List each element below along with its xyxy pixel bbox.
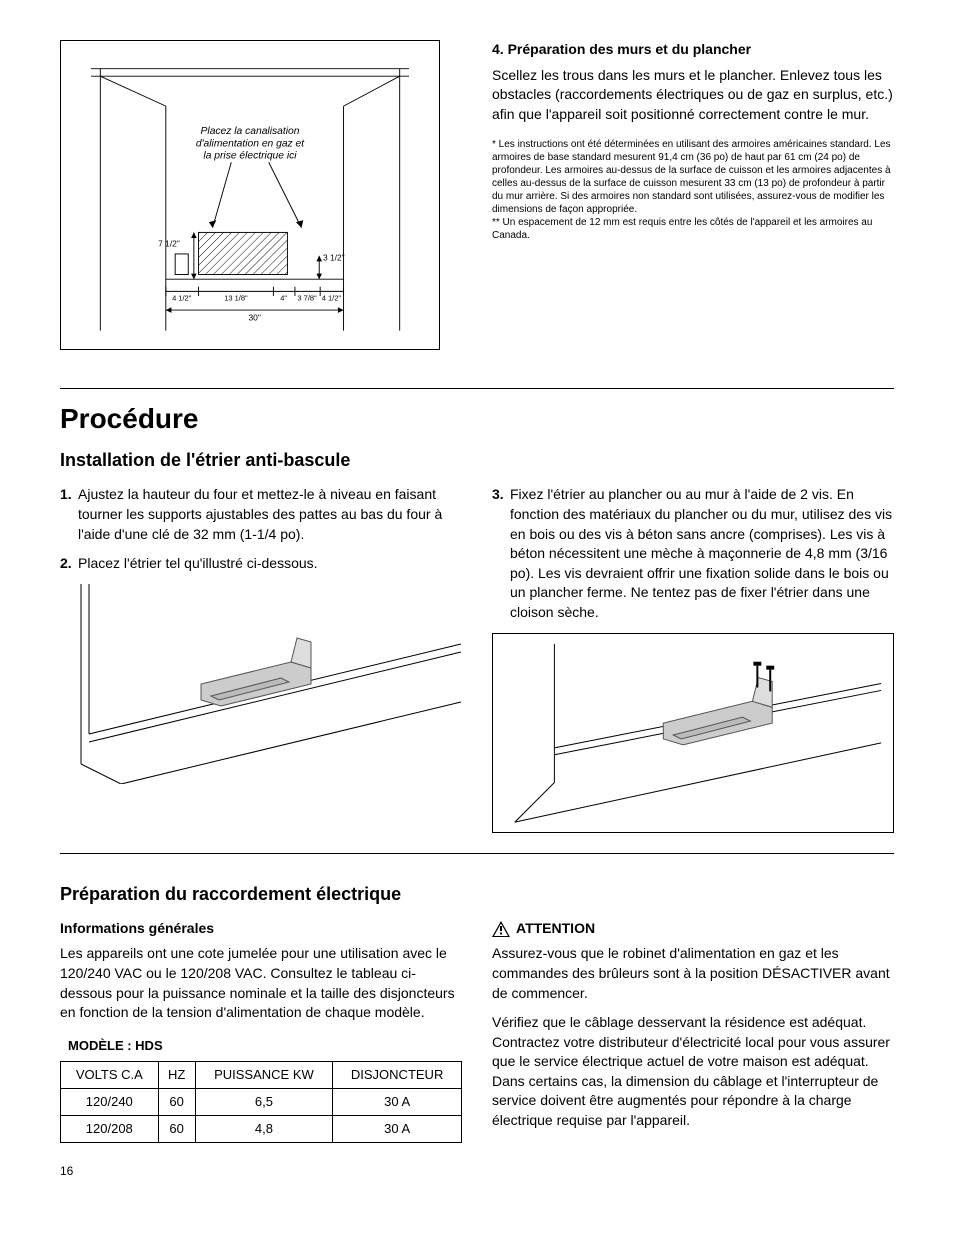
diagram-caption-line2: d'alimentation en gaz et [196,138,305,149]
step-3: 3. Fixez l'étrier au plancher ou au mur … [492,485,894,622]
bracket-diagram-right [492,633,894,833]
procedure-row: 1. Ajustez la hauteur du four et mettez-… [60,485,894,832]
verify-body: Vérifiez que le câblage desservant la ré… [492,1013,894,1131]
top-left-col: Placez la canalisation d'alimentation en… [60,40,462,370]
step-text-1: Ajustez la hauteur du four et mettez-le … [78,485,462,544]
procedure-subtitle: Installation de l'étrier anti-bascule [60,448,894,473]
step-1: 1. Ajustez la hauteur du four et mettez-… [60,485,462,544]
footnote: * Les instructions ont été déterminées e… [492,138,894,242]
cell: 30 A [333,1116,462,1143]
table-header-row: VOLTS C.A HZ PUISSANCE KW DISJONCTEUR [61,1061,462,1088]
attention-header: ATTENTION [492,919,894,939]
step-text-3: Fixez l'étrier au plancher ou au mur à l… [510,485,894,622]
cell: 60 [158,1116,195,1143]
svg-text:7 1/2": 7 1/2" [158,238,180,248]
electrical-left: Informations générales Les appareils ont… [60,919,462,1144]
svg-text:13 1/8": 13 1/8" [224,294,248,303]
diagram-caption-line3: la prise électrique ici [203,151,297,162]
step-num-2: 2. [60,554,78,574]
section4-title: 4. Préparation des murs et du plancher [492,40,894,60]
th-kw: PUISSANCE KW [195,1061,333,1088]
step-2: 2. Placez l'étrier tel qu'illustré ci-de… [60,554,462,574]
cell: 6,5 [195,1089,333,1116]
procedure-left: 1. Ajustez la hauteur du four et mettez-… [60,485,462,832]
info-title: Informations générales [60,919,462,939]
step-num-3: 3. [492,485,510,622]
top-row: Placez la canalisation d'alimentation en… [60,40,894,370]
attention-body: Assurez-vous que le robinet d'alimentati… [492,944,894,1003]
spec-table: VOLTS C.A HZ PUISSANCE KW DISJONCTEUR 12… [60,1061,462,1144]
table-title: MODÈLE : HDS [68,1037,462,1055]
cell: 30 A [333,1089,462,1116]
bracket-diagram-left [60,584,462,784]
cell: 60 [158,1089,195,1116]
electrical-row: Informations générales Les appareils ont… [60,919,894,1144]
cell: 120/240 [61,1089,159,1116]
svg-text:4 1/2": 4 1/2" [322,294,342,303]
table-row: 120/240 60 6,5 30 A [61,1089,462,1116]
procedure-title: Procédure [60,399,894,438]
svg-text:4": 4" [280,294,287,303]
cell: 120/208 [61,1116,159,1143]
electrical-title: Préparation du raccordement électrique [60,882,894,907]
info-body: Les appareils ont une cote jumelée pour … [60,944,462,1022]
step-num-1: 1. [60,485,78,544]
th-breaker: DISJONCTEUR [333,1061,462,1088]
warning-icon [492,921,510,937]
electrical-right: ATTENTION Assurez-vous que le robinet d'… [492,919,894,1144]
bracket-svg-left [60,584,462,784]
diagram-caption-line1: Placez la canalisation [201,126,300,137]
svg-text:30": 30" [249,312,261,322]
countertop-svg: Placez la canalisation d'alimentation en… [70,50,430,340]
cell: 4,8 [195,1116,333,1143]
procedure-right: 3. Fixez l'étrier au plancher ou au mur … [492,485,894,832]
top-right-col: 4. Préparation des murs et du plancher S… [492,40,894,370]
section4-body: Scellez les trous dans les murs et le pl… [492,66,894,125]
svg-text:3 7/8": 3 7/8" [297,294,317,303]
step-text-2: Placez l'étrier tel qu'illustré ci-desso… [78,554,462,574]
th-hz: HZ [158,1061,195,1088]
divider-2 [60,853,894,854]
page-number: 16 [60,1163,894,1180]
divider-1 [60,388,894,389]
svg-text:3 1/2": 3 1/2" [323,252,345,262]
countertop-diagram: Placez la canalisation d'alimentation en… [60,40,440,350]
attention-label: ATTENTION [516,919,595,939]
th-volts: VOLTS C.A [61,1061,159,1088]
table-row: 120/208 60 4,8 30 A [61,1116,462,1143]
bracket-svg-right [493,634,893,832]
svg-text:4 1/2": 4 1/2" [172,294,192,303]
